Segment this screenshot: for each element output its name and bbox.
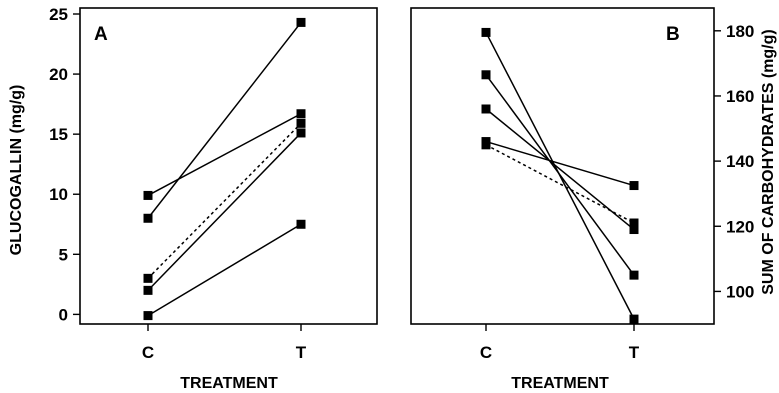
panel-b-series-3-line: [485, 108, 635, 231]
panel-b-y-ticks: 100 120 140 160 180: [714, 22, 754, 301]
panel-a-series-5-marker-c: [143, 311, 153, 321]
panel-a-y-axis-title: GLUCOGALLIN (mg/g): [8, 85, 25, 256]
panel-a-series-1-marker-t: [296, 17, 306, 27]
panel-b-series: [481, 27, 639, 324]
panel-a-x-tick-label: T: [296, 343, 307, 362]
panel-b-frame: [410, 7, 715, 325]
panel-a-series-5-line: [147, 223, 302, 317]
panel-b-x-axis-title: TREATMENT: [511, 375, 609, 392]
panel-b-series-4-line: [485, 140, 635, 187]
panel-a-y-tick-label: 15: [49, 125, 68, 144]
panel-a-y-tick-label: 10: [49, 185, 68, 204]
panel-b-y-axis-title: SUM OF CARBOHYDRATES (mg/g): [760, 29, 777, 294]
panel-b-series-1-marker-t: [629, 314, 639, 324]
panel-b-series-2-marker-c: [481, 70, 491, 80]
panel-a-series-3-line: [147, 132, 302, 291]
panel-a-series-4-marker-c: [143, 273, 153, 283]
panel-a-label: A: [94, 24, 108, 45]
panel-a-x-axis-title: TREATMENT: [180, 375, 278, 392]
panel-b-series-1-marker-c: [481, 27, 491, 37]
panel-b-series-3-marker-t: [629, 225, 639, 235]
panel-b-y-tick-label: 160: [726, 87, 754, 106]
panel-a-x-tick-label: C: [142, 343, 154, 362]
panel-a-series-2-line: [147, 113, 302, 197]
panel-a-y-tick-label: 0: [59, 305, 68, 324]
panel-b-series-5-marker-t: [629, 218, 639, 228]
panel-a-series-2-marker-t: [296, 109, 306, 119]
panel-a-y-tick-label: 20: [49, 65, 68, 84]
panel-a-series-2-marker-c: [143, 190, 153, 200]
panel-a-series: [143, 17, 306, 321]
panel-a-series-5-marker-t: [296, 219, 306, 229]
panel-a-y-tick-label: 25: [49, 5, 68, 24]
panel-b-series-3-marker-c: [481, 104, 491, 114]
panel-b-series-2-marker-t: [629, 270, 639, 280]
panel-a-series-3-marker-c: [143, 285, 153, 295]
panel-b-series-5-line: [485, 144, 635, 224]
panel-b-y-tick-label: 140: [726, 152, 754, 171]
panel-a-frame: [79, 7, 378, 325]
panel-b-series-2-line: [485, 74, 635, 276]
panel-a-series-3-marker-t: [296, 128, 306, 138]
panel-b-x-tick-label: C: [480, 343, 492, 362]
panel-a-series-4-marker-t: [296, 118, 306, 128]
panel-a-series-1-line: [147, 21, 302, 219]
panel-b-x-tick-label: T: [629, 343, 640, 362]
panel-a-series-1-marker-c: [143, 213, 153, 223]
panel-b-series-4-marker-t: [629, 181, 639, 191]
panel-b-label: B: [666, 24, 680, 45]
panel-a-y-ticks: 0 5 10 15 20 25: [49, 5, 80, 324]
panel-b-y-tick-label: 100: [726, 282, 754, 301]
panel-b-y-tick-label: 180: [726, 22, 754, 41]
panel-a-series-4-line: [147, 122, 302, 279]
panel-b-series-5-marker-c: [481, 140, 491, 150]
panel-b-y-tick-label: 120: [726, 217, 754, 236]
panel-a-y-tick-label: 5: [59, 245, 68, 264]
